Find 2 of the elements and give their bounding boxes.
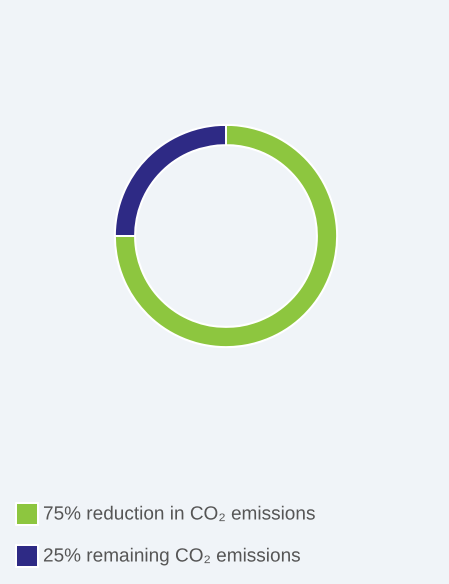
legend-label: 25% remaining CO₂ emissions: [43, 546, 301, 566]
legend-label: 75% reduction in CO₂ emissions: [43, 504, 316, 524]
